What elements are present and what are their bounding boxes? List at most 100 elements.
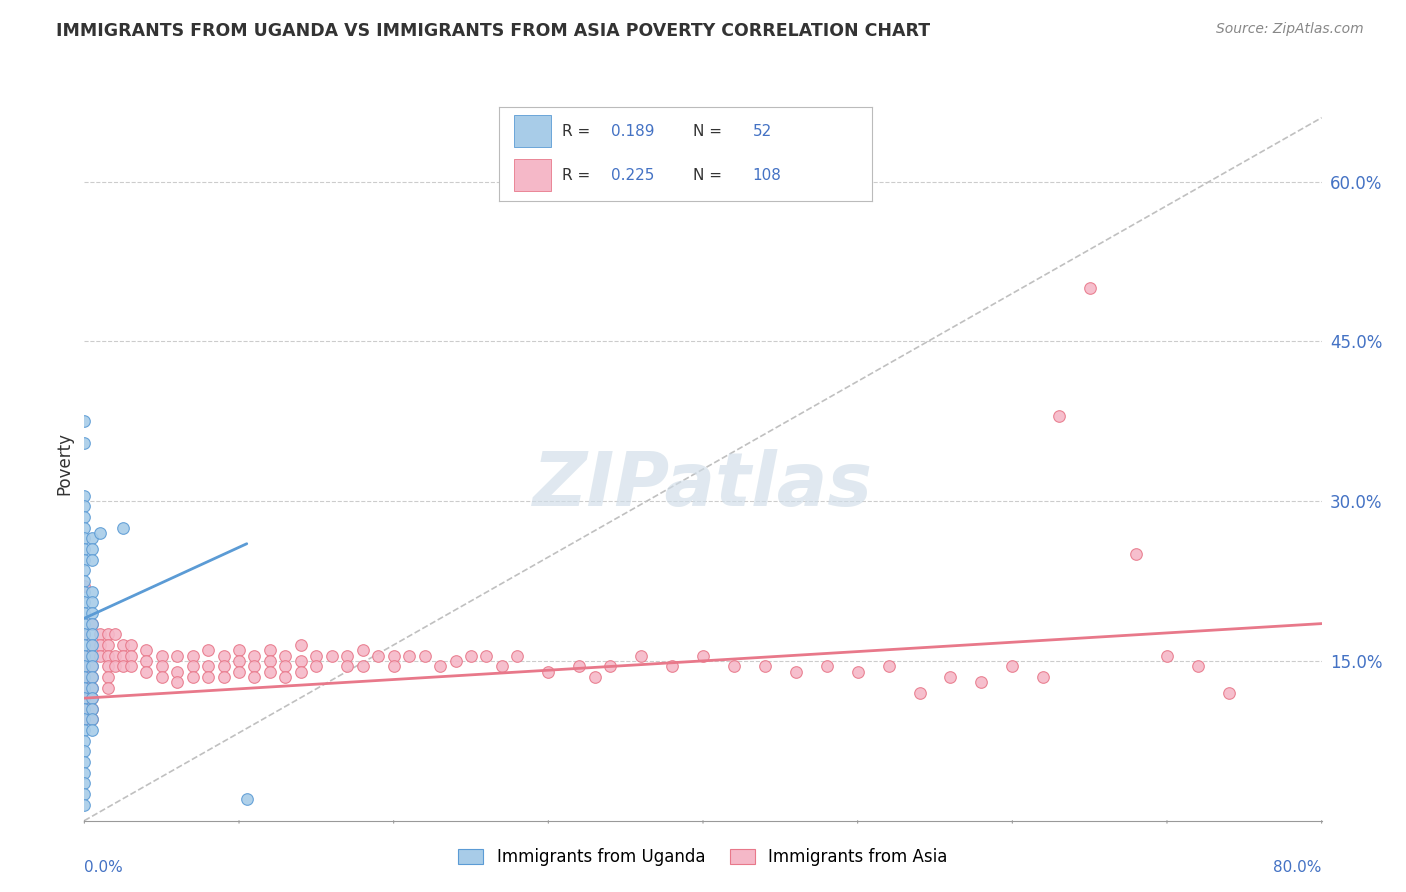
Point [135, 654, 157, 668]
Point [73, 713, 96, 727]
Point [197, 670, 219, 684]
Point [367, 648, 389, 663]
Point [235, 792, 259, 806]
Point [73, 552, 96, 566]
Point [1032, 670, 1054, 684]
Point [429, 659, 451, 673]
Point [352, 643, 374, 657]
Point [908, 686, 931, 700]
Point [73, 489, 96, 503]
Text: IMMIGRANTS FROM UGANDA VS IMMIGRANTS FROM ASIA POVERTY CORRELATION CHART: IMMIGRANTS FROM UGANDA VS IMMIGRANTS FRO… [56, 22, 931, 40]
Point [89, 627, 111, 641]
Point [305, 659, 328, 673]
Point [96, 648, 118, 663]
Point [104, 627, 127, 641]
Bar [515, 160, 551, 191]
Point [82, 659, 104, 673]
Point [73, 648, 96, 663]
Point [73, 435, 96, 450]
Point [630, 648, 652, 663]
Point [228, 654, 250, 668]
Y-axis label: Poverty: Poverty [55, 433, 73, 495]
Point [228, 643, 250, 657]
Point [73, 542, 96, 557]
Point [96, 681, 118, 695]
Point [73, 627, 96, 641]
Point [1125, 547, 1147, 561]
Point [73, 713, 96, 727]
Point [583, 670, 606, 684]
Point [73, 787, 96, 801]
Point [73, 616, 96, 631]
Point [73, 744, 96, 758]
Point [382, 648, 405, 663]
Point [444, 654, 467, 668]
Point [82, 648, 104, 663]
Point [73, 797, 96, 812]
Point [73, 670, 96, 684]
Point [73, 681, 96, 695]
Point [112, 638, 135, 652]
Bar [515, 115, 551, 147]
Point [1218, 686, 1240, 700]
Point [82, 670, 104, 684]
Text: ZIPatlas: ZIPatlas [533, 449, 873, 522]
Point [228, 665, 250, 679]
Point [475, 648, 498, 663]
Point [73, 702, 96, 716]
Point [243, 670, 266, 684]
Point [506, 648, 529, 663]
Point [150, 659, 173, 673]
Point [166, 648, 188, 663]
Point [135, 665, 157, 679]
Point [73, 521, 96, 535]
Point [82, 606, 104, 620]
Point [290, 665, 312, 679]
Point [166, 675, 188, 690]
Point [274, 648, 297, 663]
Text: 108: 108 [752, 168, 782, 183]
Point [82, 638, 104, 652]
Point [73, 638, 96, 652]
Legend: Immigrants from Uganda, Immigrants from Asia: Immigrants from Uganda, Immigrants from … [451, 842, 955, 873]
Point [96, 659, 118, 673]
Text: N =: N = [693, 168, 727, 183]
Point [120, 638, 142, 652]
Point [73, 563, 96, 577]
Point [82, 532, 104, 546]
Point [73, 595, 96, 609]
Point [73, 532, 96, 546]
Point [73, 584, 96, 599]
Point [89, 648, 111, 663]
Point [104, 648, 127, 663]
Point [104, 659, 127, 673]
Point [96, 627, 118, 641]
Point [82, 627, 104, 641]
Text: 0.0%: 0.0% [84, 860, 124, 875]
Point [259, 654, 281, 668]
Point [290, 638, 312, 652]
Point [82, 702, 104, 716]
Point [73, 670, 96, 684]
Point [243, 659, 266, 673]
Point [212, 659, 235, 673]
Point [73, 681, 96, 695]
Point [259, 665, 281, 679]
Point [135, 643, 157, 657]
Point [166, 665, 188, 679]
Point [112, 648, 135, 663]
Point [73, 691, 96, 706]
Text: Source: ZipAtlas.com: Source: ZipAtlas.com [1216, 22, 1364, 37]
Text: 52: 52 [752, 124, 772, 139]
Point [73, 579, 96, 593]
Point [599, 659, 621, 673]
Point [1001, 659, 1024, 673]
Point [82, 638, 104, 652]
Point [73, 659, 96, 673]
Point [89, 638, 111, 652]
Point [274, 670, 297, 684]
Point [73, 755, 96, 769]
Point [305, 648, 328, 663]
Point [82, 723, 104, 738]
Point [336, 648, 359, 663]
